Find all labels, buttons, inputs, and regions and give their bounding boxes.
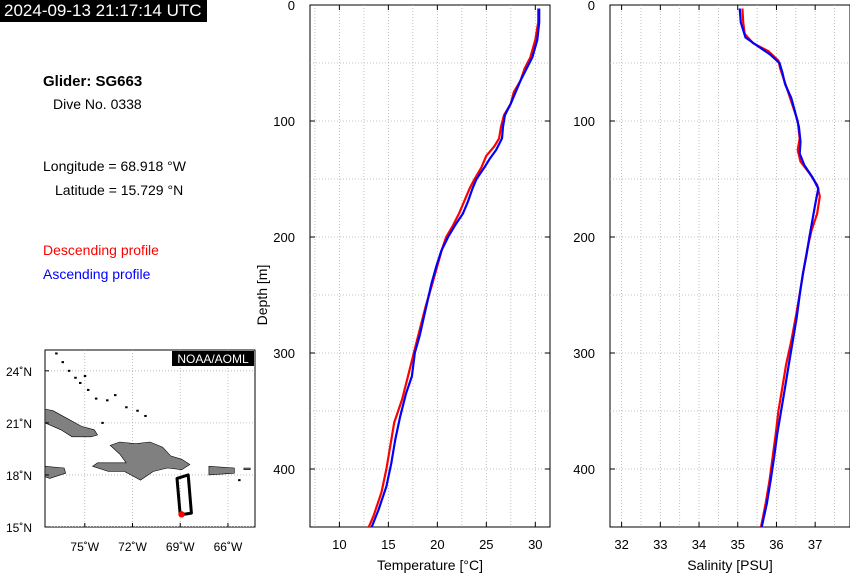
y-tick-label: 100	[273, 114, 295, 129]
noaa-badge	[172, 351, 254, 366]
timestamp-label: 2024-09-13 21:17:14 UTC	[0, 0, 207, 22]
map-lat-label: 15˚N	[6, 521, 32, 535]
plot-frame	[309, 4, 551, 528]
current-position-marker	[178, 511, 185, 518]
y-tick-label: 200	[273, 230, 295, 245]
x-tick-label: 25	[479, 537, 493, 552]
glider-name: Glider: SG663	[43, 73, 143, 90]
x-tick-label: 35	[731, 537, 745, 552]
islet	[101, 421, 104, 424]
y-tick-label: 100	[573, 114, 595, 129]
land-puerto-rico	[208, 465, 235, 476]
islet	[144, 414, 147, 417]
series-line-ascending-profile	[738, 8, 820, 527]
islet	[114, 394, 117, 397]
map-lon-label: 66˚W	[214, 540, 243, 554]
y-tick-label: 0	[288, 0, 295, 13]
series-line-descending-profile	[741, 8, 821, 527]
islet	[94, 397, 98, 400]
y-axis-label: Depth [m]	[254, 265, 270, 326]
islet	[83, 375, 87, 378]
x-tick-label: 32	[614, 537, 628, 552]
x-tick-label: 10	[332, 537, 346, 552]
profile-chart-2: 32 33 34 35 36 37 0 100 200 300 400 Salinity [PSU]	[573, 0, 850, 573]
map-lon-label: 75˚W	[70, 540, 99, 554]
ascending-legend: Ascending profile	[43, 266, 151, 282]
land-cuba	[45, 408, 98, 438]
islet	[61, 361, 64, 364]
y-tick-label: 400	[573, 462, 595, 477]
descending-legend: Descending profile	[43, 242, 159, 258]
x-axis-label: Salinity [PSU]	[687, 557, 773, 573]
y-tick-label: 400	[273, 462, 295, 477]
x-tick-label: 30	[528, 537, 542, 552]
longitude-readout: Longitude = 68.918 °W	[43, 158, 186, 174]
islet	[86, 388, 90, 391]
glider-track	[175, 473, 193, 517]
map-content	[45, 350, 255, 527]
x-tick-label: 37	[808, 537, 822, 552]
land-jamaica	[45, 465, 67, 479]
plot-frame	[609, 4, 850, 528]
map-lon-label: 69˚W	[166, 540, 195, 554]
islet	[55, 352, 58, 355]
y-tick-label: 200	[573, 230, 595, 245]
islet	[136, 409, 139, 412]
x-axis-label: Temperature [°C]	[377, 557, 483, 573]
x-tick-label: 33	[653, 537, 667, 552]
x-tick-label: 20	[430, 537, 444, 552]
islet	[238, 479, 241, 482]
y-tick-label: 0	[588, 0, 595, 13]
map-frame	[44, 349, 256, 528]
map-lat-label: 24˚N	[6, 365, 32, 379]
x-tick-label: 15	[381, 537, 395, 552]
noaa-badge-text: NOAA/AOML	[177, 352, 249, 366]
islet	[74, 376, 77, 379]
dive-number: Dive No. 0338	[53, 96, 142, 112]
latitude-readout: Latitude = 15.729 °N	[55, 182, 184, 198]
islet	[125, 406, 128, 409]
x-tick-label: 36	[769, 537, 783, 552]
land-virgin-islands	[243, 467, 251, 471]
map-lat-label: 18˚N	[6, 469, 32, 483]
map-lat-label: 21˚N	[6, 417, 32, 431]
location-map: NOAA/AOML 75˚W 72˚W 69˚W 66˚W 24˚N 21˚N 18˚N 15˚…	[6, 349, 256, 554]
y-tick-label: 300	[273, 346, 295, 361]
x-tick-label: 34	[692, 537, 706, 552]
series-line-ascending-profile	[370, 8, 541, 527]
islet	[67, 369, 71, 372]
map-lon-label: 72˚W	[118, 540, 147, 554]
islet	[79, 381, 82, 384]
land-hispaniola	[92, 441, 191, 481]
islet	[106, 399, 109, 402]
y-tick-label: 300	[573, 346, 595, 361]
